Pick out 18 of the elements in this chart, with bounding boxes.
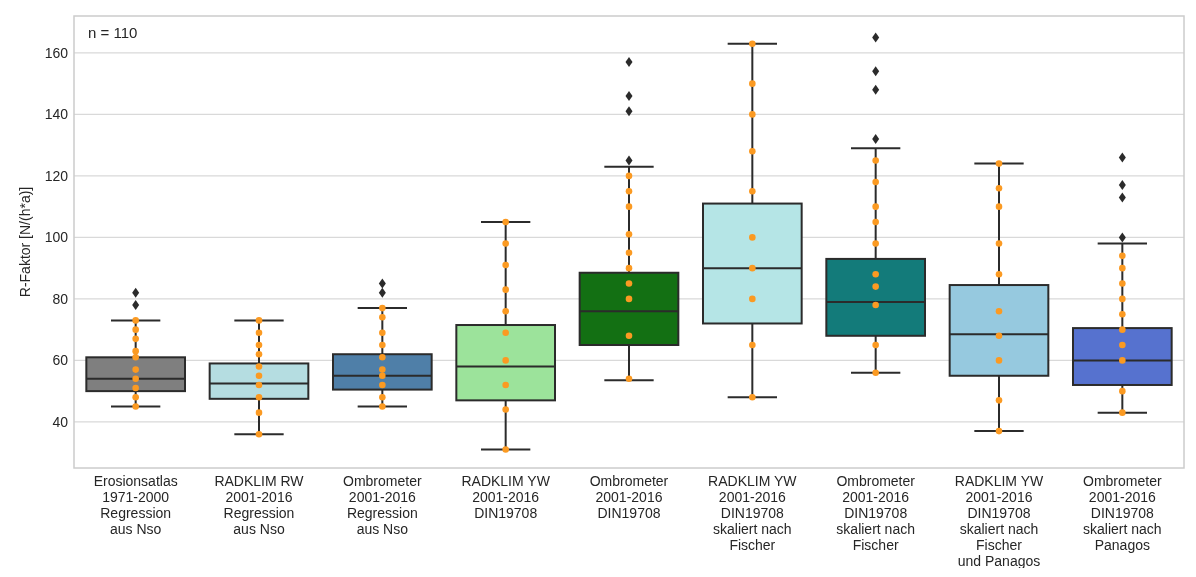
y-tick-label: 100: [44, 229, 69, 246]
y-tick-label: 140: [44, 106, 69, 123]
x-tick-label: Ombrometer 2001-2016 DIN19708: [589, 473, 669, 521]
x-tick-label: RADKLIM YW 2001-2016 DIN19708 skaliert nach Fischer: [708, 473, 798, 553]
x-tick-label: RADKLIM RW 2001-2016 Regression aus Nso: [214, 473, 305, 537]
x-tick-label: Erosionsatlas 1971-2000 Regression aus Nso: [93, 473, 178, 537]
x-tick-label: Ombrometer 2001-2016 Regression aus Nso: [343, 473, 422, 537]
annotation: n = 110: [88, 24, 138, 41]
y-axis-title: R-Faktor [N/(h*a)]: [17, 186, 33, 298]
x-tick-label: RADKLIM YW 2001-2016 DIN19708: [461, 473, 551, 521]
x-tick-label: Ombrometer 2001-2016 DIN19708 skaliert nach Fischer: [836, 473, 916, 553]
y-tick-label: 160: [44, 44, 69, 61]
y-tick-label: 40: [52, 413, 69, 430]
x-tick-label: Ombrometer 2001-2016 DIN19708 skaliert nach Panagos: [1083, 473, 1162, 553]
y-tick-label: 80: [52, 290, 69, 307]
x-tick-label: RADKLIM YW 2001-2016 DIN19708 skaliert nach Fischer und Panagos: [954, 473, 1044, 569]
y-tick-label: 60: [52, 352, 69, 369]
y-tick-label: 120: [44, 167, 69, 184]
